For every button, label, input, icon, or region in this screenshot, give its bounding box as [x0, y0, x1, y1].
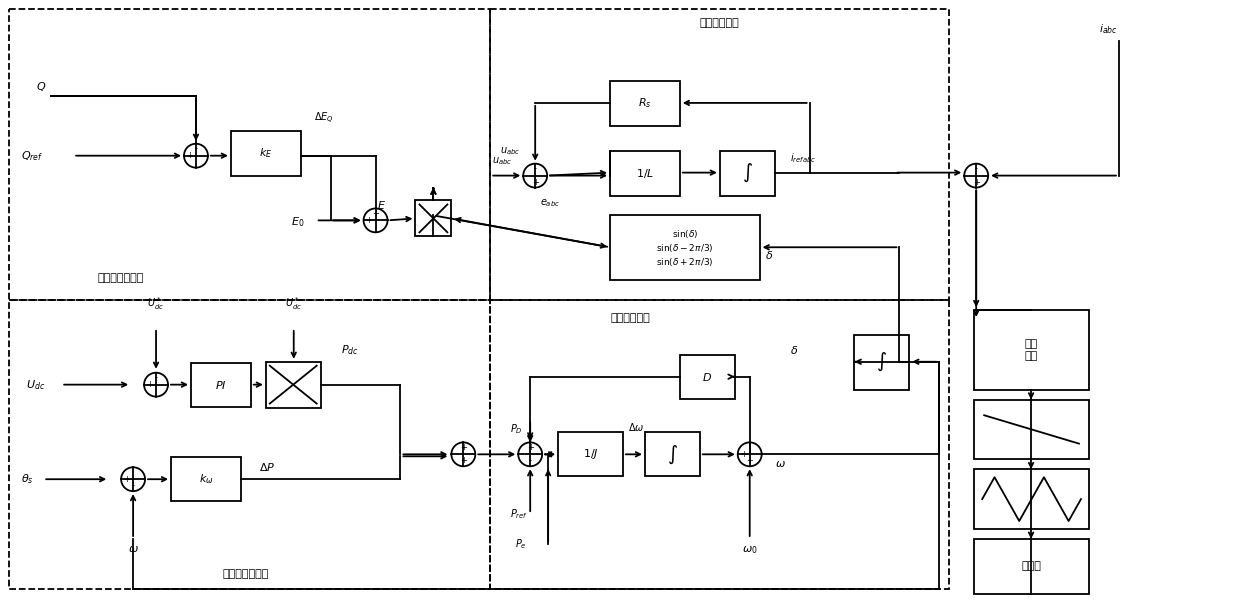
Text: $Q_{ref}$: $Q_{ref}$: [21, 149, 43, 163]
Text: 虚拟励磁调节器: 虚拟励磁调节器: [98, 273, 144, 283]
Bar: [645, 433, 699, 476]
Text: $P_{dc}$: $P_{dc}$: [341, 343, 358, 357]
Text: +: +: [186, 151, 192, 160]
Text: $E_0$: $E_0$: [290, 215, 304, 230]
Text: +: +: [532, 177, 538, 187]
Text: 电流
内环: 电流 内环: [1025, 339, 1038, 360]
Circle shape: [184, 144, 208, 168]
Text: $i_{abc}$: $i_{abc}$: [1099, 23, 1118, 36]
Bar: [975, 469, 1089, 529]
Bar: [490, 300, 950, 589]
Text: $\theta_s$: $\theta_s$: [21, 472, 33, 486]
Text: -: -: [533, 165, 537, 174]
Text: $R_s$: $R_s$: [639, 97, 652, 110]
Text: -: -: [536, 450, 538, 459]
Text: +: +: [123, 475, 130, 483]
Text: $\Delta P$: $\Delta P$: [259, 461, 275, 473]
Text: +: +: [972, 177, 980, 187]
Text: $U_{dc}$: $U_{dc}$: [26, 378, 46, 392]
Text: $P_e$: $P_e$: [516, 537, 527, 551]
Text: -: -: [195, 144, 197, 154]
Bar: [680, 355, 735, 398]
Text: $1/J$: $1/J$: [583, 447, 599, 461]
Text: +: +: [146, 380, 153, 389]
Text: $\int$: $\int$: [742, 162, 753, 184]
Bar: [415, 201, 451, 236]
Bar: [10, 9, 490, 300]
Text: $\omega_0$: $\omega_0$: [742, 544, 758, 556]
Text: -: -: [155, 373, 157, 382]
Bar: [975, 400, 1089, 459]
Text: $U_{dc}^*$: $U_{dc}^*$: [148, 295, 165, 312]
Text: $k_E$: $k_E$: [259, 146, 273, 160]
Text: +: +: [527, 443, 533, 452]
Text: +: +: [460, 443, 466, 452]
Text: $Q$: $Q$: [36, 80, 47, 92]
Text: $\delta$: $\delta$: [790, 344, 797, 356]
Text: $1/L$: $1/L$: [636, 166, 655, 179]
Bar: [265, 362, 321, 408]
Text: +: +: [366, 216, 372, 225]
Bar: [610, 81, 680, 126]
Text: $i_{refabc}$: $i_{refabc}$: [790, 151, 816, 165]
Text: $\delta$: $\delta$: [765, 249, 773, 261]
Circle shape: [122, 468, 145, 491]
Bar: [610, 151, 680, 195]
Text: $D$: $D$: [702, 371, 712, 382]
Text: $U_{dc}^*$: $U_{dc}^*$: [285, 295, 303, 312]
Text: $e_{abc}$: $e_{abc}$: [541, 198, 560, 209]
Text: +: +: [372, 209, 379, 218]
Bar: [558, 433, 622, 476]
Text: $\omega$: $\omega$: [775, 459, 785, 469]
Circle shape: [363, 209, 388, 233]
Text: $\int$: $\int$: [877, 351, 888, 373]
Text: 变换器: 变换器: [1022, 561, 1042, 572]
Text: $\Delta E_Q$: $\Delta E_Q$: [314, 111, 334, 127]
Circle shape: [451, 442, 475, 466]
Bar: [191, 363, 250, 406]
Text: -: -: [131, 481, 135, 490]
Text: $u_{abc}$: $u_{abc}$: [500, 145, 521, 157]
Bar: [854, 335, 909, 390]
Bar: [719, 151, 775, 195]
Text: $P_D$: $P_D$: [510, 422, 523, 436]
Circle shape: [518, 442, 542, 466]
Circle shape: [144, 373, 167, 397]
Text: -: -: [528, 457, 532, 465]
Text: $\int$: $\int$: [667, 443, 678, 466]
Text: 机电能量转换: 机电能量转换: [610, 313, 650, 323]
Bar: [610, 215, 760, 280]
Bar: [10, 300, 490, 589]
Bar: [171, 457, 241, 501]
Circle shape: [965, 163, 988, 187]
Bar: [975, 310, 1089, 390]
Text: $P_{ref}$: $P_{ref}$: [510, 507, 528, 521]
Text: 虚拟电机控制: 虚拟电机控制: [699, 18, 739, 28]
Bar: [231, 131, 301, 176]
Circle shape: [738, 442, 761, 466]
Text: $E$: $E$: [377, 200, 386, 212]
Text: -: -: [975, 165, 977, 174]
Bar: [490, 9, 950, 300]
Circle shape: [523, 163, 547, 187]
Text: +: +: [740, 450, 746, 459]
Text: $\sin(\delta)$
$\sin(\delta-2\pi/3)$
$\sin(\delta+2\pi/3)$: $\sin(\delta)$ $\sin(\delta-2\pi/3)$ $\s…: [656, 228, 714, 267]
Text: $PI$: $PI$: [215, 379, 227, 390]
Bar: [975, 539, 1089, 594]
Text: $u_{abc}$: $u_{abc}$: [492, 155, 512, 166]
Text: +: +: [746, 457, 753, 465]
Text: $\Delta\omega$: $\Delta\omega$: [627, 422, 645, 433]
Text: $k_\omega$: $k_\omega$: [198, 472, 213, 486]
Text: 虚拟频率控制器: 虚拟频率控制器: [223, 569, 269, 579]
Text: +: +: [460, 457, 466, 465]
Text: $\omega$: $\omega$: [128, 544, 139, 554]
